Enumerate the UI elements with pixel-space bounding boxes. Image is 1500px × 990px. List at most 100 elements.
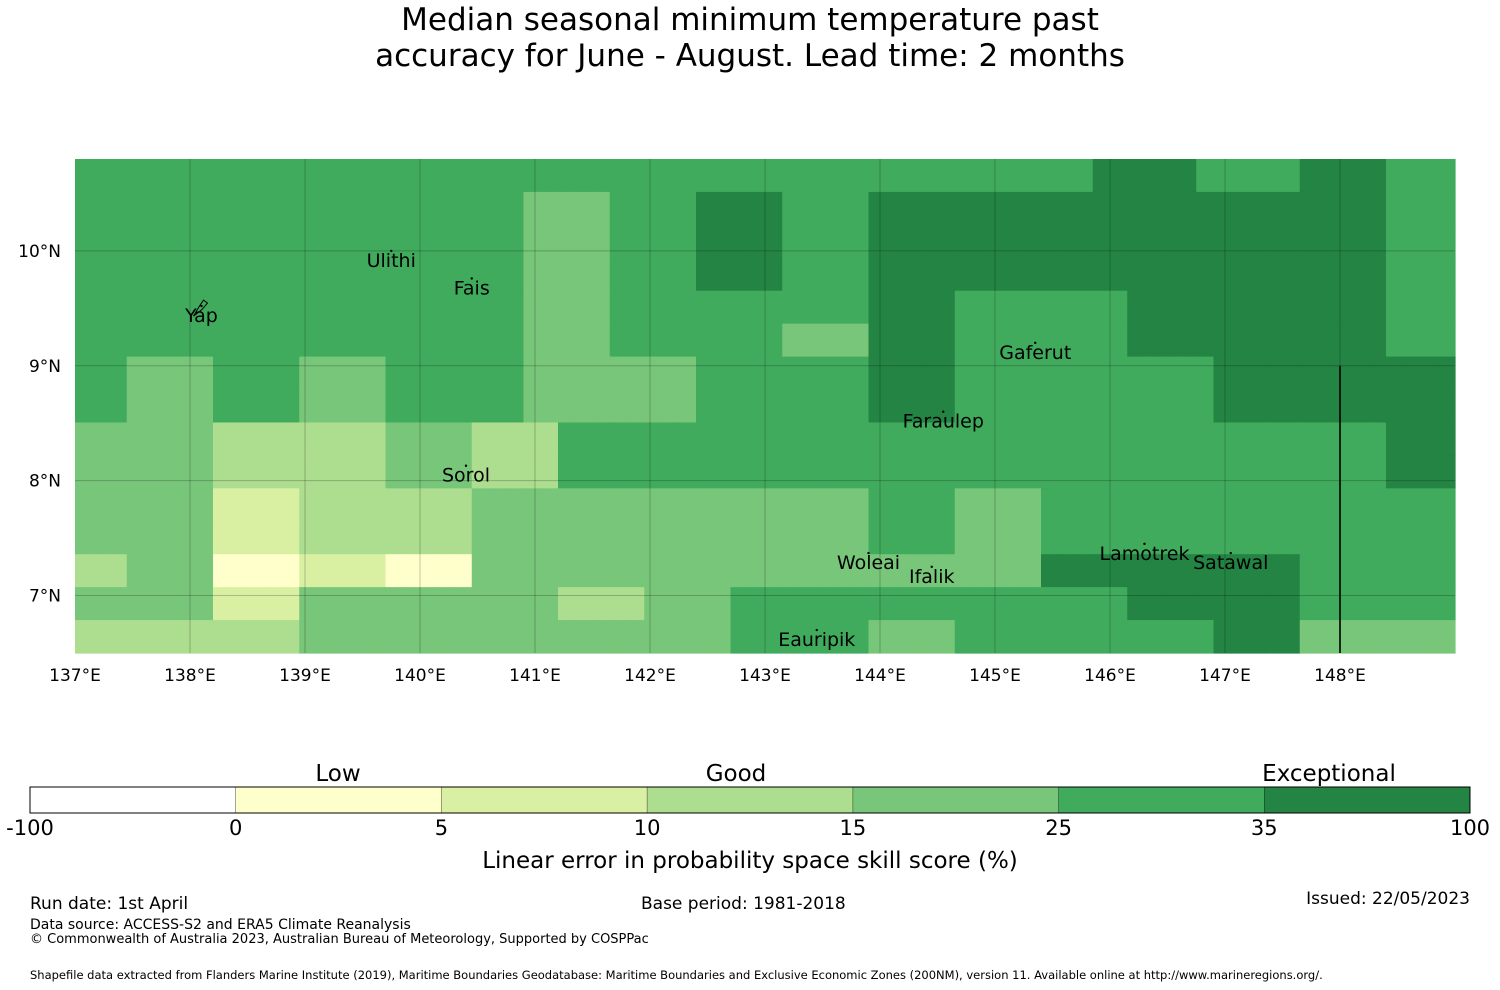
map-cell [368,323,387,358]
map-cell [1334,455,1353,489]
map-cell [1161,488,1180,522]
map-cell [903,257,921,292]
map-cell [1317,488,1335,522]
copyright-notice: © Commonwealth of Australia 2023, Austra… [30,932,649,947]
map-cell [1265,587,1284,621]
map-cell [868,587,887,621]
map-cell [1420,389,1439,424]
map-cell [1179,224,1197,259]
map-cell [558,356,576,391]
map-cell [868,488,887,522]
map-cell [1248,455,1266,489]
map-cell [644,455,663,489]
map-cell [437,290,456,325]
map-cell [989,159,1008,193]
map-cell [1127,488,1146,522]
map-cell [1403,356,1422,391]
map-cell [1196,422,1215,456]
map-cell [592,455,611,489]
map-cell [1403,257,1422,292]
map-cell [1437,290,1456,325]
map-cell [161,488,180,522]
map-cell [1351,257,1370,292]
map-cell [109,554,128,588]
map-cell [437,224,456,259]
map-cell [1265,620,1284,654]
map-cell [1075,521,1094,555]
map-cell [506,159,525,193]
map-cell [1317,389,1335,424]
map-cell [1334,488,1353,522]
map-cell [558,290,576,325]
map-cell [109,224,128,259]
map-cell [299,257,318,292]
map-cell [903,422,921,456]
map-cell [1230,587,1249,621]
map-cell [1317,257,1335,292]
map-cell [92,488,111,522]
map-cell [385,290,404,325]
map-cell [75,389,93,424]
map-cell [144,257,162,292]
map-cell [195,323,214,358]
map-cell [454,422,473,456]
map-cell [1041,521,1059,555]
map-cell [178,290,197,325]
map-cell [92,323,111,358]
map-cell [730,587,749,621]
map-cell [1179,620,1197,654]
map-cell [351,159,369,193]
map-cell [126,422,145,456]
map-cell [75,257,93,292]
map-cell [316,356,335,391]
map-cell [1420,159,1439,193]
map-cell [402,191,421,226]
map-cell [954,290,973,325]
map-cell [627,159,645,193]
map-cell [506,554,525,588]
map-cell [747,488,766,522]
map-cell [385,159,404,193]
map-cell [937,290,956,325]
map-cell [609,257,628,292]
map-cell [1368,224,1387,259]
map-cell [1161,290,1180,325]
map-cell [230,159,249,193]
map-cell [1317,620,1335,654]
colorbar-segment [1264,787,1471,813]
map-cell [747,191,766,226]
map-cell [885,191,904,226]
map-cell [1127,521,1146,555]
map-cell [747,422,766,456]
map-cell [678,191,697,226]
map-cell [230,455,249,489]
map-cell [230,554,249,588]
map-cell [575,290,594,325]
map-cell [195,224,214,259]
map-cell [575,257,594,292]
map-cell [713,323,732,358]
map-cell [713,356,732,391]
map-cell [1110,323,1128,358]
map-cell [713,422,732,456]
map-cell [851,521,870,555]
map-cell [627,488,645,522]
map-cell [592,620,611,654]
map-cell [489,455,507,489]
map-cell [989,389,1008,424]
map-cell [868,257,887,292]
map-cell [558,488,576,522]
map-cell [282,389,300,424]
map-cell [765,620,783,654]
map-cell [316,620,335,654]
map-cell [1317,191,1335,226]
map-cell [868,455,887,489]
map-cell [782,587,801,621]
map-cell [661,422,680,456]
map-cell [1144,257,1163,292]
map-cell [195,554,214,588]
map-cell [592,587,611,621]
map-cell [471,323,490,358]
map-cell [1386,389,1404,424]
map-cell [558,554,576,588]
